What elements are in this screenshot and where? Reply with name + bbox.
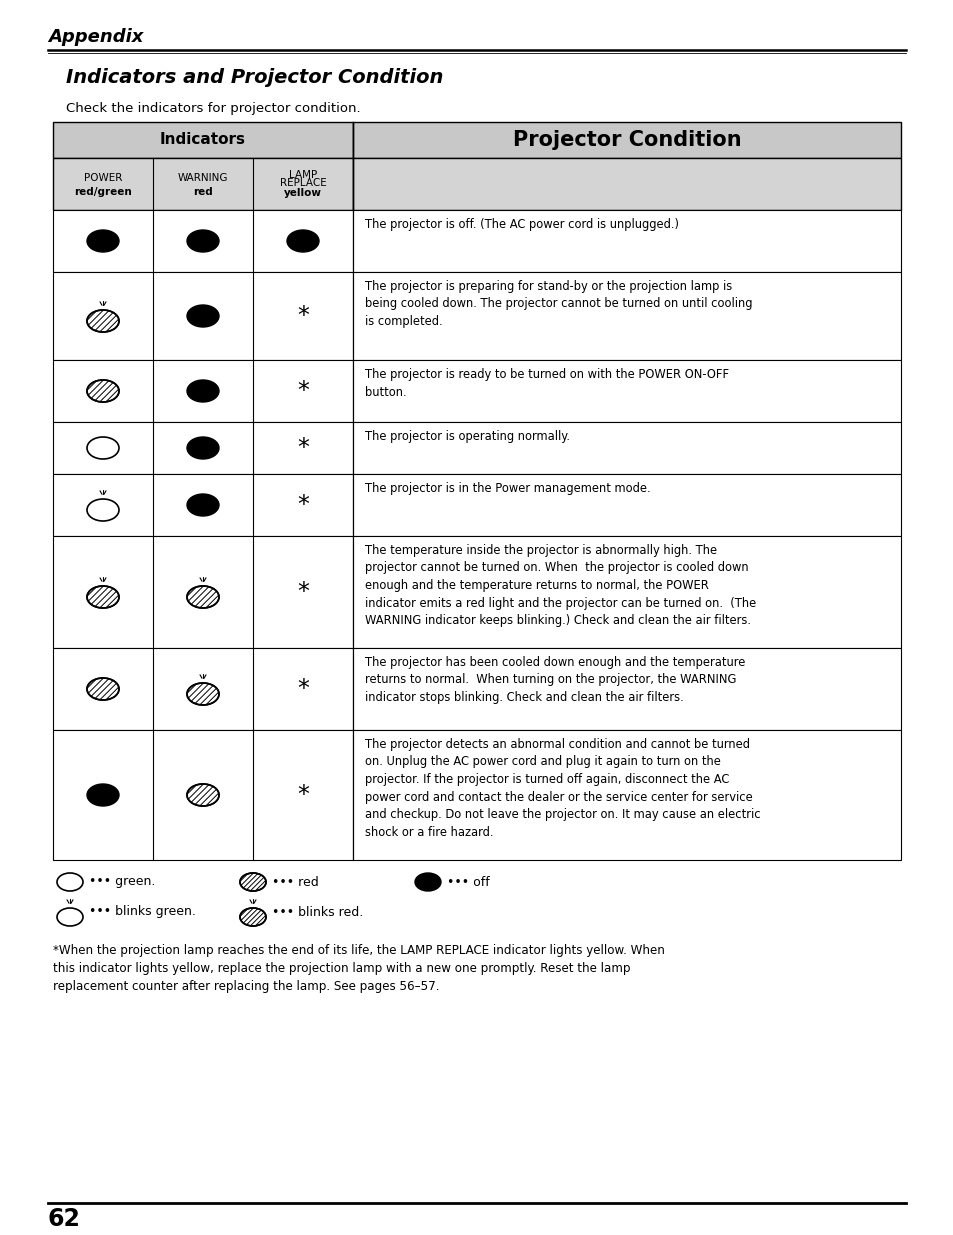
Ellipse shape bbox=[240, 873, 266, 890]
Ellipse shape bbox=[87, 678, 119, 700]
Ellipse shape bbox=[187, 380, 219, 403]
FancyBboxPatch shape bbox=[53, 536, 353, 648]
Text: Indicators: Indicators bbox=[160, 132, 246, 147]
Ellipse shape bbox=[287, 230, 318, 252]
Ellipse shape bbox=[187, 494, 219, 516]
Ellipse shape bbox=[87, 437, 119, 459]
Text: ••• blinks red.: ••• blinks red. bbox=[272, 905, 363, 919]
FancyBboxPatch shape bbox=[53, 422, 353, 474]
Text: Check the indicators for projector condition.: Check the indicators for projector condi… bbox=[66, 103, 360, 115]
Ellipse shape bbox=[187, 784, 219, 806]
FancyBboxPatch shape bbox=[53, 158, 353, 210]
Ellipse shape bbox=[87, 230, 119, 252]
Text: *: * bbox=[296, 493, 309, 517]
Ellipse shape bbox=[415, 873, 440, 890]
Text: POWER: POWER bbox=[84, 173, 122, 183]
Ellipse shape bbox=[187, 437, 219, 459]
Ellipse shape bbox=[57, 908, 83, 926]
Text: Appendix: Appendix bbox=[48, 28, 143, 46]
FancyBboxPatch shape bbox=[53, 648, 353, 730]
Text: The projector is operating normally.: The projector is operating normally. bbox=[365, 430, 569, 443]
FancyBboxPatch shape bbox=[53, 359, 353, 422]
Text: The projector has been cooled down enough and the temperature
returns to normal.: The projector has been cooled down enoug… bbox=[365, 656, 744, 704]
Text: *: * bbox=[296, 304, 309, 329]
Text: *: * bbox=[296, 677, 309, 701]
Text: ••• red: ••• red bbox=[272, 876, 318, 888]
Text: *: * bbox=[296, 580, 309, 604]
FancyBboxPatch shape bbox=[353, 122, 900, 158]
Ellipse shape bbox=[187, 683, 219, 705]
FancyBboxPatch shape bbox=[353, 474, 900, 536]
FancyBboxPatch shape bbox=[53, 474, 353, 536]
FancyBboxPatch shape bbox=[53, 272, 353, 359]
Ellipse shape bbox=[87, 784, 119, 806]
Text: Projector Condition: Projector Condition bbox=[512, 130, 740, 149]
FancyBboxPatch shape bbox=[353, 422, 900, 474]
Text: *: * bbox=[296, 783, 309, 806]
Text: WARNING: WARNING bbox=[177, 173, 228, 183]
Ellipse shape bbox=[87, 499, 119, 521]
Text: ••• green.: ••• green. bbox=[89, 876, 155, 888]
Ellipse shape bbox=[87, 380, 119, 403]
Ellipse shape bbox=[187, 585, 219, 608]
FancyBboxPatch shape bbox=[353, 359, 900, 422]
Ellipse shape bbox=[187, 230, 219, 252]
FancyBboxPatch shape bbox=[353, 158, 900, 210]
Text: *: * bbox=[296, 379, 309, 403]
Text: The projector is ready to be turned on with the POWER ON-OFF
button.: The projector is ready to be turned on w… bbox=[365, 368, 728, 399]
Text: 62: 62 bbox=[48, 1207, 81, 1231]
Text: red/green: red/green bbox=[74, 186, 132, 198]
Text: The temperature inside the projector is abnormally high. The
projector cannot be: The temperature inside the projector is … bbox=[365, 543, 756, 627]
Ellipse shape bbox=[87, 310, 119, 332]
Text: yellow: yellow bbox=[284, 188, 322, 198]
Text: red: red bbox=[193, 186, 213, 198]
Text: LAMP: LAMP bbox=[289, 170, 316, 180]
Text: *When the projection lamp reaches the end of its life, the LAMP REPLACE indicato: *When the projection lamp reaches the en… bbox=[53, 944, 664, 993]
FancyBboxPatch shape bbox=[53, 730, 353, 860]
Text: The projector is off. (The AC power cord is unplugged.): The projector is off. (The AC power cord… bbox=[365, 219, 679, 231]
Text: The projector is in the Power management mode.: The projector is in the Power management… bbox=[365, 482, 650, 495]
Text: *: * bbox=[296, 436, 309, 459]
Text: The projector is preparing for stand-by or the projection lamp is
being cooled d: The projector is preparing for stand-by … bbox=[365, 280, 752, 329]
Ellipse shape bbox=[187, 305, 219, 327]
FancyBboxPatch shape bbox=[353, 536, 900, 648]
FancyBboxPatch shape bbox=[353, 648, 900, 730]
Text: ••• blinks green.: ••• blinks green. bbox=[89, 905, 195, 919]
Ellipse shape bbox=[240, 908, 266, 926]
Ellipse shape bbox=[87, 585, 119, 608]
Text: Indicators and Projector Condition: Indicators and Projector Condition bbox=[66, 68, 443, 86]
FancyBboxPatch shape bbox=[353, 730, 900, 860]
Text: ••• off: ••• off bbox=[447, 876, 489, 888]
Ellipse shape bbox=[57, 873, 83, 890]
Text: The projector detects an abnormal condition and cannot be turned
on. Unplug the : The projector detects an abnormal condit… bbox=[365, 739, 760, 839]
FancyBboxPatch shape bbox=[353, 272, 900, 359]
FancyBboxPatch shape bbox=[53, 122, 353, 158]
FancyBboxPatch shape bbox=[353, 210, 900, 272]
FancyBboxPatch shape bbox=[53, 210, 353, 272]
Text: REPLACE: REPLACE bbox=[279, 178, 326, 188]
